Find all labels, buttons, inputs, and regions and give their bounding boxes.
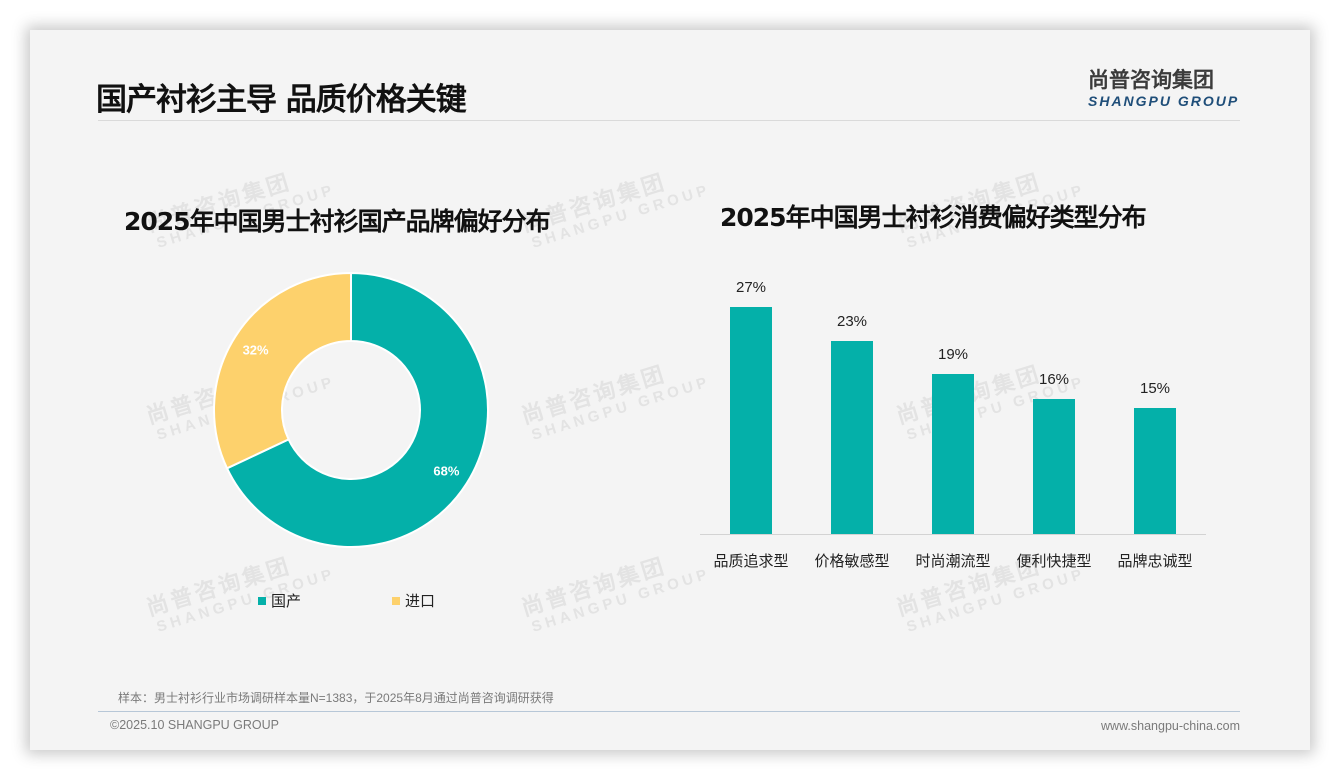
bar-value-label: 19% <box>937 346 969 364</box>
bar <box>1033 399 1075 534</box>
bar-value-label: 23% <box>836 312 868 330</box>
logo-en-text: SHANGPU GROUP <box>1088 93 1240 109</box>
donut-slice-label: 68% <box>433 464 459 479</box>
donut-chart-title: 2025年中国男士衬衫国产品牌偏好分布 <box>124 207 551 236</box>
page-title: 国产衬衫主导 品质价格关键 <box>96 82 467 118</box>
title-divider <box>98 120 1240 121</box>
bar-category-label: 时尚潮流型 <box>915 553 991 570</box>
donut-legend-item: 进口 <box>392 590 435 611</box>
bar-category-label: 品质追求型 <box>713 553 789 570</box>
footer-divider <box>98 711 1240 712</box>
bar-value-label: 27% <box>735 279 767 296</box>
copyright-text: ©2025.10 SHANGPU GROUP <box>110 718 279 732</box>
x-axis-line <box>700 534 1206 535</box>
bar-value-label: 15% <box>1139 379 1171 397</box>
bar-category-label: 价格敏感型 <box>814 553 890 570</box>
bar-category-label: 品牌忠诚型 <box>1117 553 1193 570</box>
bar <box>1134 407 1176 534</box>
donut-slice-domestic <box>225 272 489 548</box>
bar-value-label: 16% <box>1038 371 1070 389</box>
legend-swatch-domestic <box>258 596 266 605</box>
donut-slice-label: 32% <box>243 342 269 357</box>
bar-category-label: 便利快捷型 <box>1016 553 1092 570</box>
website-link[interactable]: www.shangpu-china.com <box>1101 719 1240 733</box>
bar <box>831 340 873 534</box>
bar <box>932 374 974 534</box>
logo-cn-text: 尚普咨询集团 <box>1088 68 1214 92</box>
donut-chart: 68% 32% <box>213 272 489 548</box>
legend-label-domestic: 国产 <box>271 593 302 610</box>
brand-logo: 尚普咨询集团 SHANGPU GROUP <box>1088 64 1238 109</box>
bar-chart: 27% 品质追求型 23% 价格敏感型 19% 时尚潮流型 16% 便利快捷型 15% 品牌忠诚型 <box>700 270 1206 570</box>
slide: 国产衬衫主导 品质价格关键 尚普咨询集团 SHANGPU GROUP 尚普咨询集… <box>30 30 1310 750</box>
legend-label-imported: 进口 <box>405 593 436 610</box>
donut-legend-item: 国产 <box>258 590 301 611</box>
sample-note: 样本：男士衬衫行业市场调研样本量N=1383，于2025年8月通过尚普咨询调研获… <box>118 691 554 705</box>
legend-swatch-imported <box>392 596 400 605</box>
bar-chart-title: 2025年中国男士衬衫消费偏好类型分布 <box>720 203 1147 232</box>
bar <box>730 307 772 534</box>
donut-slice-imported <box>213 272 352 470</box>
